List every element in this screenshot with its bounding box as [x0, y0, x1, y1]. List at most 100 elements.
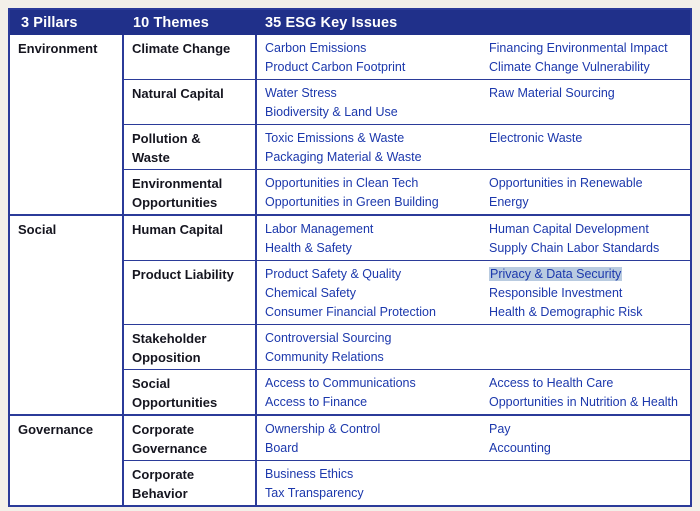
theme-row-stakeholder-opposition: Stakeholder Opposition Controversial Sour…	[124, 324, 690, 369]
issues-right-column: Opportunities in Renewable Energy	[489, 174, 690, 212]
header-pillars: 3 Pillars	[21, 14, 78, 31]
issues-left-column: Controversial Sourcing Community Relation…	[265, 329, 489, 367]
issues-left-column: Business Ethics Tax Transparency	[265, 465, 489, 503]
esg-key-issue: Product Safety & Quality	[265, 265, 479, 284]
esg-key-issue: Privacy & Data Security	[489, 265, 682, 284]
issues-left-column: Product Safety & Quality Chemical Safety C…	[265, 265, 489, 322]
esg-key-issue: Ownership & Control	[265, 420, 479, 439]
issues-left-column: Access to Communications Access to Financ…	[265, 374, 489, 412]
esg-key-issue: Business Ethics	[265, 465, 479, 484]
issue-text: Financing Environmental Impact	[489, 41, 668, 55]
esg-key-issue: Opportunities in Nutrition & Health	[489, 393, 682, 412]
esg-key-issue: Biodiversity & Land Use	[265, 103, 479, 122]
header-themes: 10 Themes	[133, 14, 209, 31]
issues-left-column: Opportunities in Clean Tech Opportunities…	[265, 174, 489, 212]
theme-row-social-opportunities: Social Opportunities Access to Communicat…	[124, 369, 690, 414]
issues-right-column: Electronic Waste	[489, 129, 690, 167]
issues-right-column: Raw Material Sourcing	[489, 84, 690, 122]
esg-key-issue: Pay	[489, 420, 682, 439]
issues-right-column: Privacy & Data Security Responsible Inves…	[489, 265, 690, 322]
issue-text: Water Stress	[265, 86, 337, 100]
issues-right-column	[489, 329, 690, 367]
issue-text: Labor Management	[265, 222, 374, 236]
esg-framework-table: 3 Pillars 10 Themes 35 ESG Key Issues En…	[8, 8, 692, 507]
issues-cell-product-liability: Product Safety & Quality Chemical Safety C…	[257, 261, 690, 324]
esg-key-issue: Climate Change Vulnerability	[489, 58, 682, 77]
esg-key-issue: Financing Environmental Impact	[489, 39, 682, 58]
pillar-cell-environment: Environment	[10, 35, 124, 214]
issue-text: Opportunities in Clean Tech	[265, 176, 419, 190]
esg-key-issue: Board	[265, 439, 479, 458]
issues-left-column: Carbon Emissions Product Carbon Footprint	[265, 39, 489, 77]
issue-text: Opportunities in Green Building	[265, 195, 439, 209]
theme-cell-stakeholder-opposition: Stakeholder Opposition	[124, 325, 257, 369]
issue-text: Accounting	[489, 441, 551, 455]
issue-text: Consumer Financial Protection	[265, 305, 436, 319]
theme-row-climate-change: Climate Change Carbon Emissions Product Ca…	[124, 35, 690, 79]
esg-key-issue: Opportunities in Green Building	[265, 193, 479, 212]
issue-text: Business Ethics	[265, 467, 354, 481]
esg-key-issue: Labor Management	[265, 220, 479, 239]
theme-row-human-capital: Human Capital Labor Management Health & Sa…	[124, 216, 690, 260]
issue-text: Access to Health Care	[489, 376, 614, 390]
theme-cell-natural-capital: Natural Capital	[124, 80, 257, 124]
issue-text: Responsible Investment	[489, 286, 623, 300]
issue-text: Pay	[489, 422, 511, 436]
esg-key-issue: Toxic Emissions & Waste	[265, 129, 479, 148]
theme-row-corporate-governance: Corporate Governance Ownership & Control B…	[124, 416, 690, 460]
issue-text: Electronic Waste	[489, 131, 583, 145]
theme-row-corporate-behavior: Corporate Behavior Business Ethics Tax Tra…	[124, 460, 690, 505]
esg-key-issue: Access to Communications	[265, 374, 479, 393]
theme-cell-corporate-governance: Corporate Governance	[124, 416, 257, 460]
issue-text: Toxic Emissions & Waste	[265, 131, 405, 145]
issues-cell-pollution-waste: Toxic Emissions & Waste Packaging Materia…	[257, 125, 690, 169]
theme-cell-environmental-opportunities: Environmental Opportunities	[124, 170, 257, 214]
issue-text: Carbon Emissions	[265, 41, 367, 55]
issue-text: Product Safety & Quality	[265, 267, 402, 281]
theme-cell-climate-change: Climate Change	[124, 35, 257, 79]
esg-key-issue: Product Carbon Footprint	[265, 58, 479, 77]
issue-text: Supply Chain Labor Standards	[489, 241, 660, 255]
theme-cell-corporate-behavior: Corporate Behavior	[124, 461, 257, 505]
theme-cell-social-opportunities: Social Opportunities	[124, 370, 257, 414]
theme-row-pollution-waste: Pollution & Waste Toxic Emissions & Waste…	[124, 124, 690, 169]
themes-environment: Climate Change Carbon Emissions Product Ca…	[124, 35, 690, 214]
esg-key-issue: Tax Transparency	[265, 484, 479, 503]
issue-text: Biodiversity & Land Use	[265, 105, 398, 119]
issue-text: Access to Finance	[265, 395, 368, 409]
theme-row-natural-capital: Natural Capital Water Stress Biodiversity …	[124, 79, 690, 124]
pillar-cell-governance: Governance	[10, 416, 124, 505]
esg-key-issue: Packaging Material & Waste	[265, 148, 479, 167]
issue-text: Opportunities in Nutrition & Health	[489, 395, 678, 409]
issue-text: Chemical Safety	[265, 286, 357, 300]
esg-key-issue: Supply Chain Labor Standards	[489, 239, 682, 258]
issues-right-column	[489, 465, 690, 503]
pillar-section-environment: Environment Climate Change Carbon Emission…	[10, 35, 690, 214]
esg-key-issue: Water Stress	[265, 84, 479, 103]
issues-right-column: Financing Environmental Impact Climate Ch…	[489, 39, 690, 77]
highlighted-issue-text: Privacy & Data Security	[489, 267, 623, 281]
theme-cell-pollution-waste: Pollution & Waste	[124, 125, 257, 169]
issues-left-column: Ownership & Control Board	[265, 420, 489, 458]
theme-row-product-liability: Product Liability Product Safety & Qualit…	[124, 260, 690, 324]
esg-key-issue: Access to Health Care	[489, 374, 682, 393]
issues-right-column: Human Capital Development Supply Chain La…	[489, 220, 690, 258]
esg-key-issue: Opportunities in Clean Tech	[265, 174, 479, 193]
esg-key-issue: Electronic Waste	[489, 129, 682, 148]
issue-text: Human Capital Development	[489, 222, 649, 236]
pillar-cell-social: Social	[10, 216, 124, 414]
issue-text: Ownership & Control	[265, 422, 381, 436]
issues-cell-climate-change: Carbon Emissions Product Carbon Footprint…	[257, 35, 690, 79]
esg-key-issue: Chemical Safety	[265, 284, 479, 303]
issue-text: Climate Change Vulnerability	[489, 60, 650, 74]
issue-text: Health & Demographic Risk	[489, 305, 643, 319]
issues-cell-social-opportunities: Access to Communications Access to Financ…	[257, 370, 690, 414]
issue-text: Packaging Material & Waste	[265, 150, 422, 164]
issues-cell-corporate-behavior: Business Ethics Tax Transparency	[257, 461, 690, 505]
issue-text: Tax Transparency	[265, 486, 364, 500]
issues-cell-stakeholder-opposition: Controversial Sourcing Community Relation…	[257, 325, 690, 369]
esg-key-issue: Consumer Financial Protection	[265, 303, 479, 322]
theme-cell-human-capital: Human Capital	[124, 216, 257, 260]
esg-key-issue: Health & Safety	[265, 239, 479, 258]
issues-cell-environmental-opportunities: Opportunities in Clean Tech Opportunities…	[257, 170, 690, 214]
